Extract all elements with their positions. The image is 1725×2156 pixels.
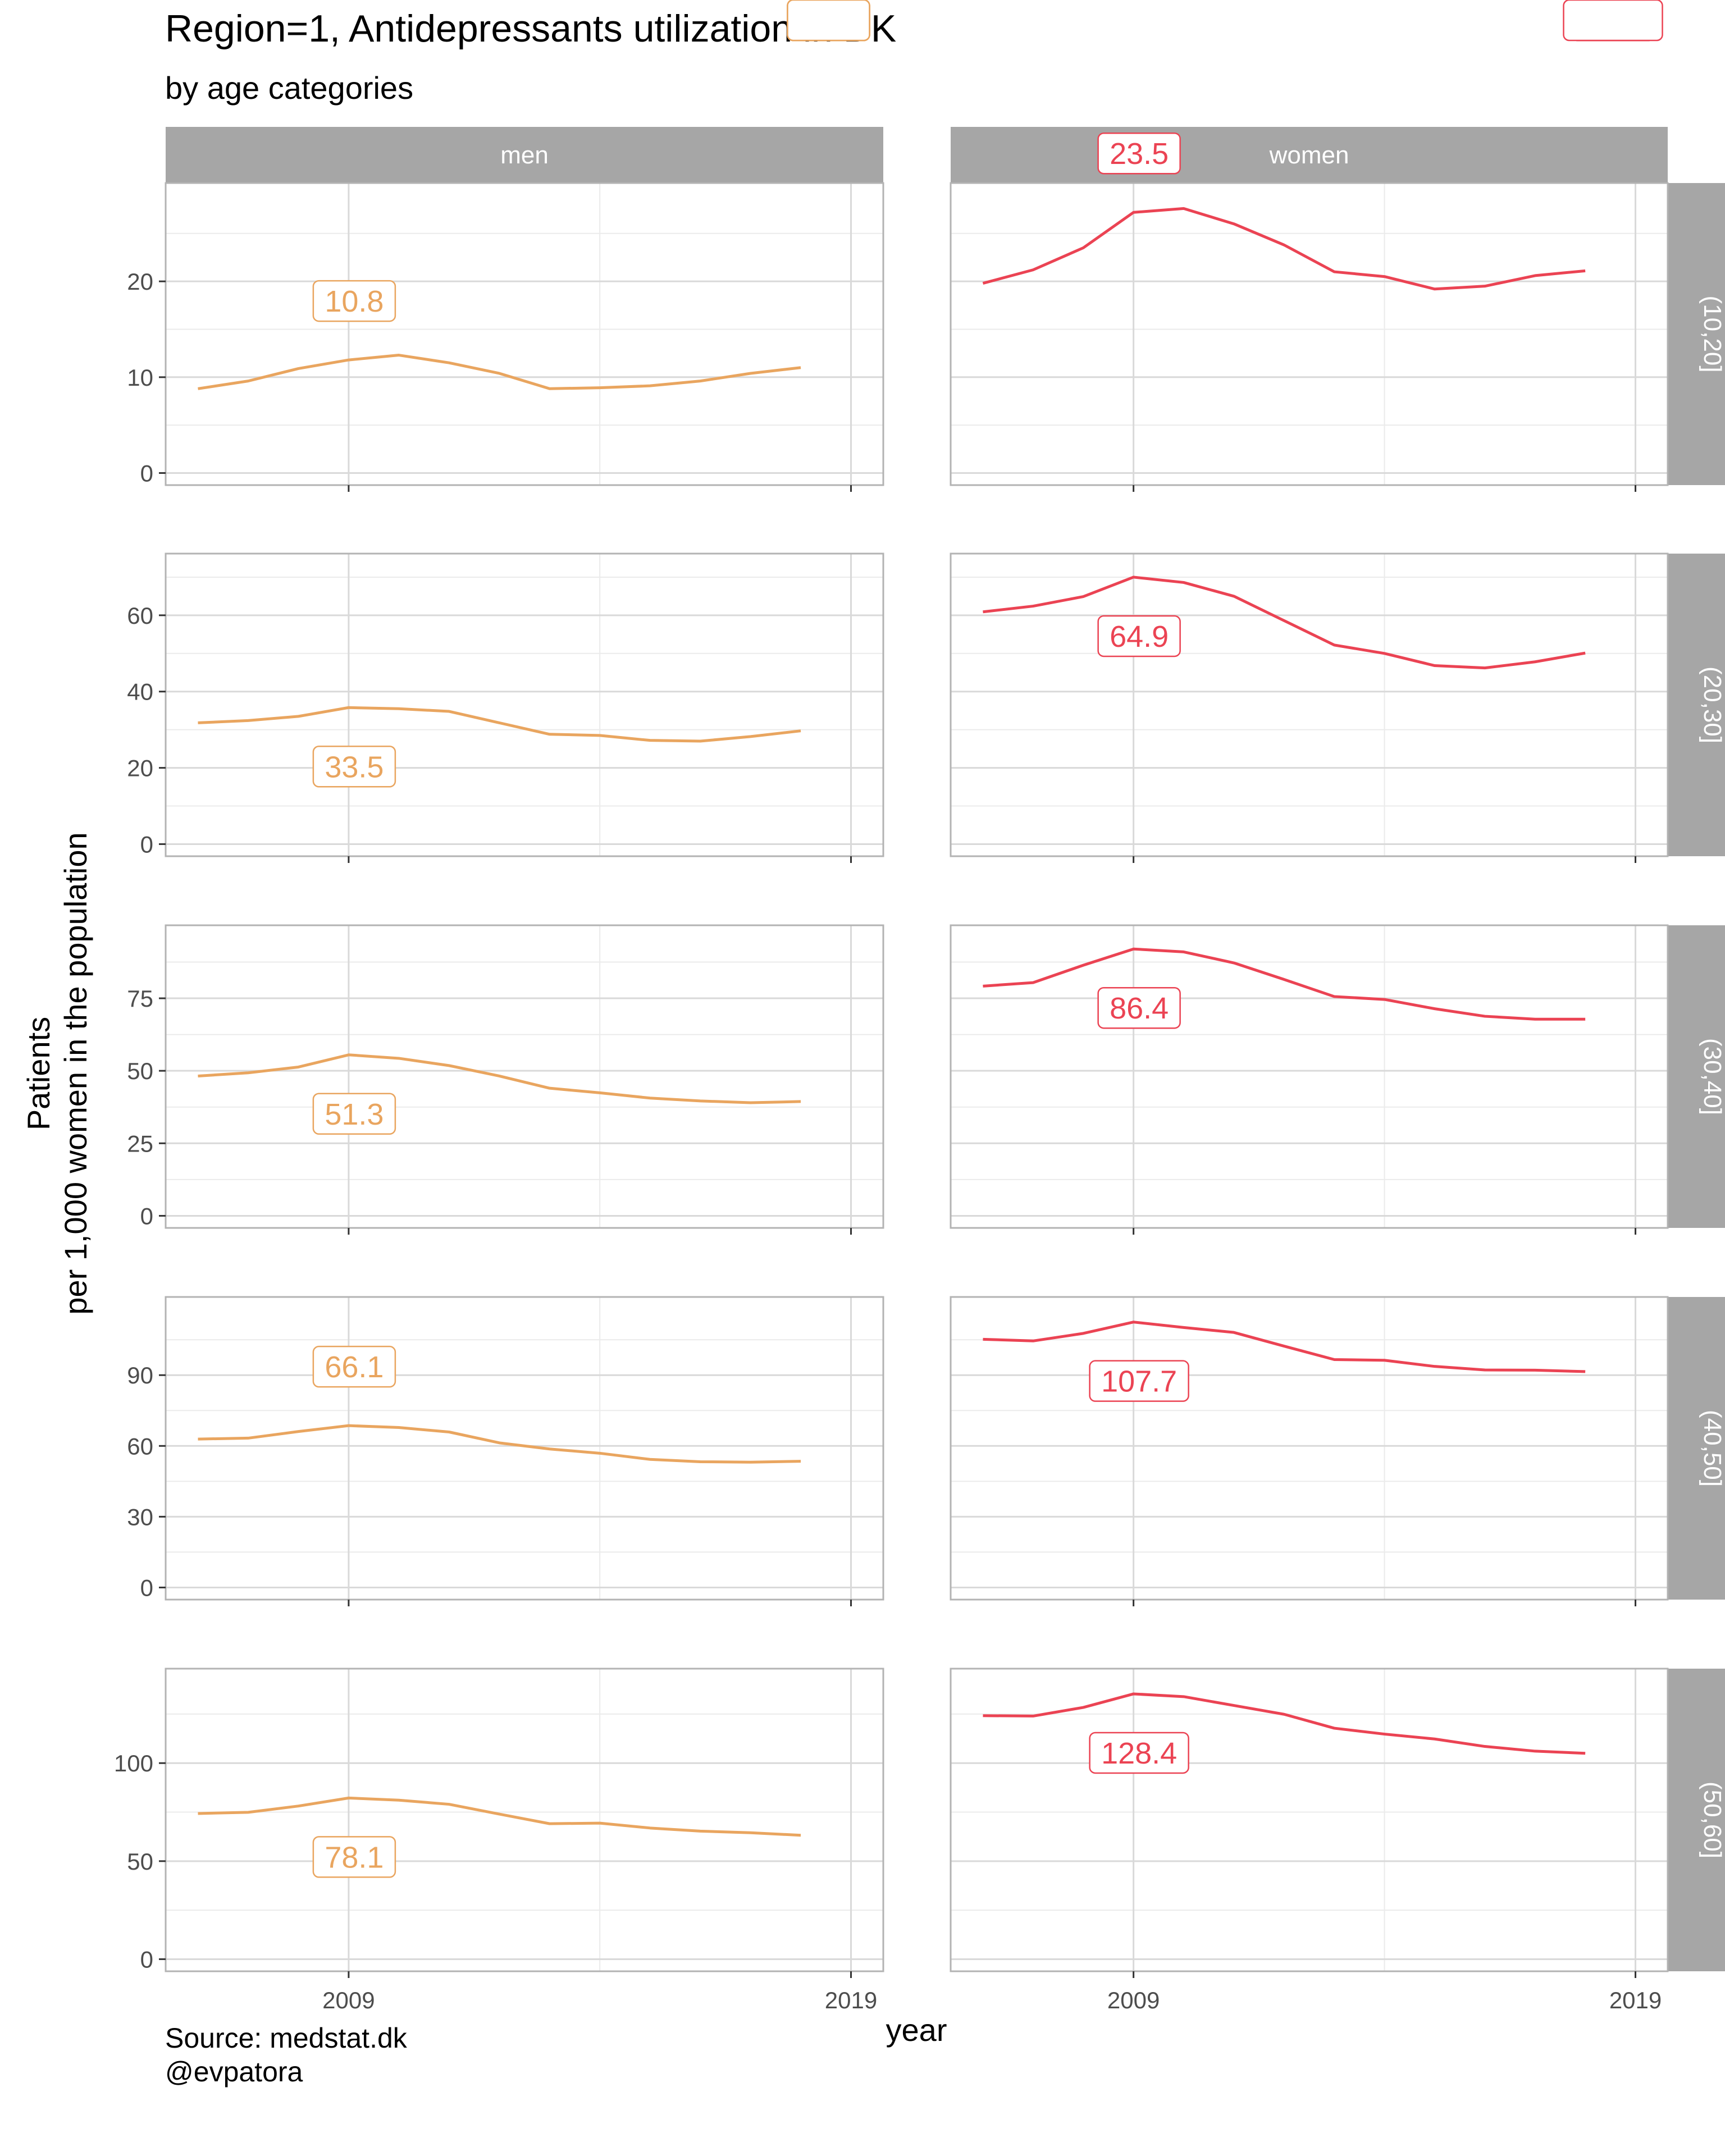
x-tick-label: 2019: [1609, 1987, 1662, 2013]
panel-border: [950, 182, 1669, 486]
panel-border: [950, 924, 1669, 1229]
panel-men-2: 51.339.40255075: [127, 0, 884, 1235]
strip-label-men: men: [500, 141, 549, 169]
series-line-women: [983, 1692, 1586, 1755]
data-label-box: [1089, 1360, 1189, 1402]
data-label: 33.5: [325, 750, 384, 784]
chart-subtitle: by age categories: [165, 70, 414, 106]
row-strip-label: (10,20]: [1699, 296, 1725, 373]
y-tick-label: 20: [127, 268, 153, 295]
series-line-women: [983, 1321, 1586, 1373]
data-label-box: [312, 1093, 396, 1135]
panel-women-3: 107.791.5: [950, 0, 1669, 1606]
data-label: 10.8: [325, 285, 384, 318]
data-label-box: [312, 746, 396, 788]
row-strip-3: [1668, 1297, 1725, 1600]
series-line-women: [983, 575, 1586, 670]
y-tick-label: 60: [127, 1433, 153, 1459]
strip-label-women: women: [1269, 141, 1349, 169]
strip-men: [166, 127, 883, 183]
series-line-men: [198, 354, 801, 390]
panel-men-0: 10.811.001020: [127, 0, 884, 492]
y-tick-label: 50: [127, 1848, 153, 1875]
panel-men-3: 66.153.50306090: [127, 0, 884, 1606]
panel-men-4: 78.163.205010020092019: [114, 0, 884, 2013]
series-line-men: [198, 1424, 801, 1464]
caption-author: @evpatora: [165, 2056, 303, 2088]
row-strip-2: [1668, 925, 1725, 1228]
data-label: 105.0: [1575, 0, 1651, 7]
panel-women-2: 86.467.8: [950, 0, 1669, 1235]
series-line-men: [198, 1053, 801, 1104]
row-strip-label: (40,50]: [1699, 1410, 1725, 1487]
y-tick-label: 0: [140, 831, 153, 857]
y-axis-title-line: per 1,000 women in the population: [58, 832, 93, 1314]
data-label-box: [312, 1345, 396, 1388]
chart-title: Region=1, Antidepressants utilization in…: [165, 7, 897, 50]
series-line-men: [198, 1796, 801, 1837]
x-tick-label: 2019: [825, 1987, 877, 2013]
row-strip-label: (30,40]: [1699, 1038, 1725, 1115]
y-axis-title: Patientsper 1,000 women in the populatio…: [21, 832, 93, 1314]
y-tick-label: 90: [127, 1362, 153, 1388]
y-tick-label: 50: [127, 1058, 153, 1084]
panel-border: [950, 1668, 1669, 1972]
data-label: 128.4: [1101, 1737, 1177, 1770]
row-strip-0: [1668, 183, 1725, 485]
y-axis-title-line: Patients: [21, 1017, 56, 1130]
y-tick-label: 0: [140, 1946, 153, 1972]
row-strip-label: (20,30]: [1699, 666, 1725, 743]
panel-border: [165, 1668, 884, 1972]
panel-border: [950, 552, 1669, 857]
y-tick-label: 75: [127, 985, 153, 1012]
panel-women-4: 128.4 105.0 2009 2019: [950, 0, 1669, 2013]
x-tick-label: 2009: [1107, 1987, 1160, 2013]
series-line-men: [198, 706, 801, 743]
series-line-women: [983, 947, 1586, 1021]
data-label: 107.7: [1101, 1365, 1177, 1399]
y-tick-label: 40: [127, 679, 153, 705]
panel-women-0: 23.521.1: [950, 0, 1669, 492]
panel-border: [165, 1296, 884, 1601]
strip-women: [951, 127, 1668, 183]
row-strip-label: (50,60]: [1699, 1782, 1725, 1858]
panel-border: [165, 552, 884, 857]
data-label-box: [1089, 1732, 1189, 1774]
panel-border: [165, 924, 884, 1229]
data-label: 51.3: [325, 1098, 384, 1131]
row-strip-1: [1668, 554, 1725, 856]
y-tick-label: 0: [140, 1203, 153, 1229]
y-tick-label: 30: [127, 1504, 153, 1530]
y-tick-label: 0: [140, 460, 153, 486]
series-line-women: [982, 207, 1586, 291]
data-label-box: [1097, 986, 1181, 1029]
y-tick-label: 100: [114, 1750, 153, 1776]
data-label: 86.4: [1110, 992, 1169, 1025]
x-axis-title: year: [886, 2012, 947, 2048]
caption: Source: medstat.dk @evpatora: [165, 2021, 407, 2089]
data-label-box: [1563, 0, 1663, 42]
data-label-box: [312, 280, 396, 322]
data-label: 23.5: [1110, 137, 1169, 171]
data-label: 63.2: [799, 0, 858, 7]
y-tick-label: 10: [127, 364, 153, 391]
data-label-box: [1097, 615, 1181, 657]
panel-border: [165, 182, 884, 486]
y-tick-label: 25: [127, 1130, 153, 1157]
data-label: 64.9: [1110, 620, 1169, 654]
data-label-box: [787, 0, 870, 42]
row-strip-4: [1668, 1669, 1725, 1971]
data-label: 66.1: [325, 1350, 384, 1384]
caption-source: Source: medstat.dk: [165, 2022, 407, 2054]
panel-border: [950, 1296, 1669, 1601]
x-tick-label: 2009: [322, 1987, 375, 2013]
y-tick-label: 20: [127, 755, 153, 782]
data-label: 78.1: [325, 1840, 384, 1874]
y-tick-label: 60: [127, 602, 153, 629]
data-label-box: [1097, 132, 1181, 175]
data-label-box: [312, 1836, 396, 1878]
y-tick-label: 0: [140, 1574, 153, 1601]
